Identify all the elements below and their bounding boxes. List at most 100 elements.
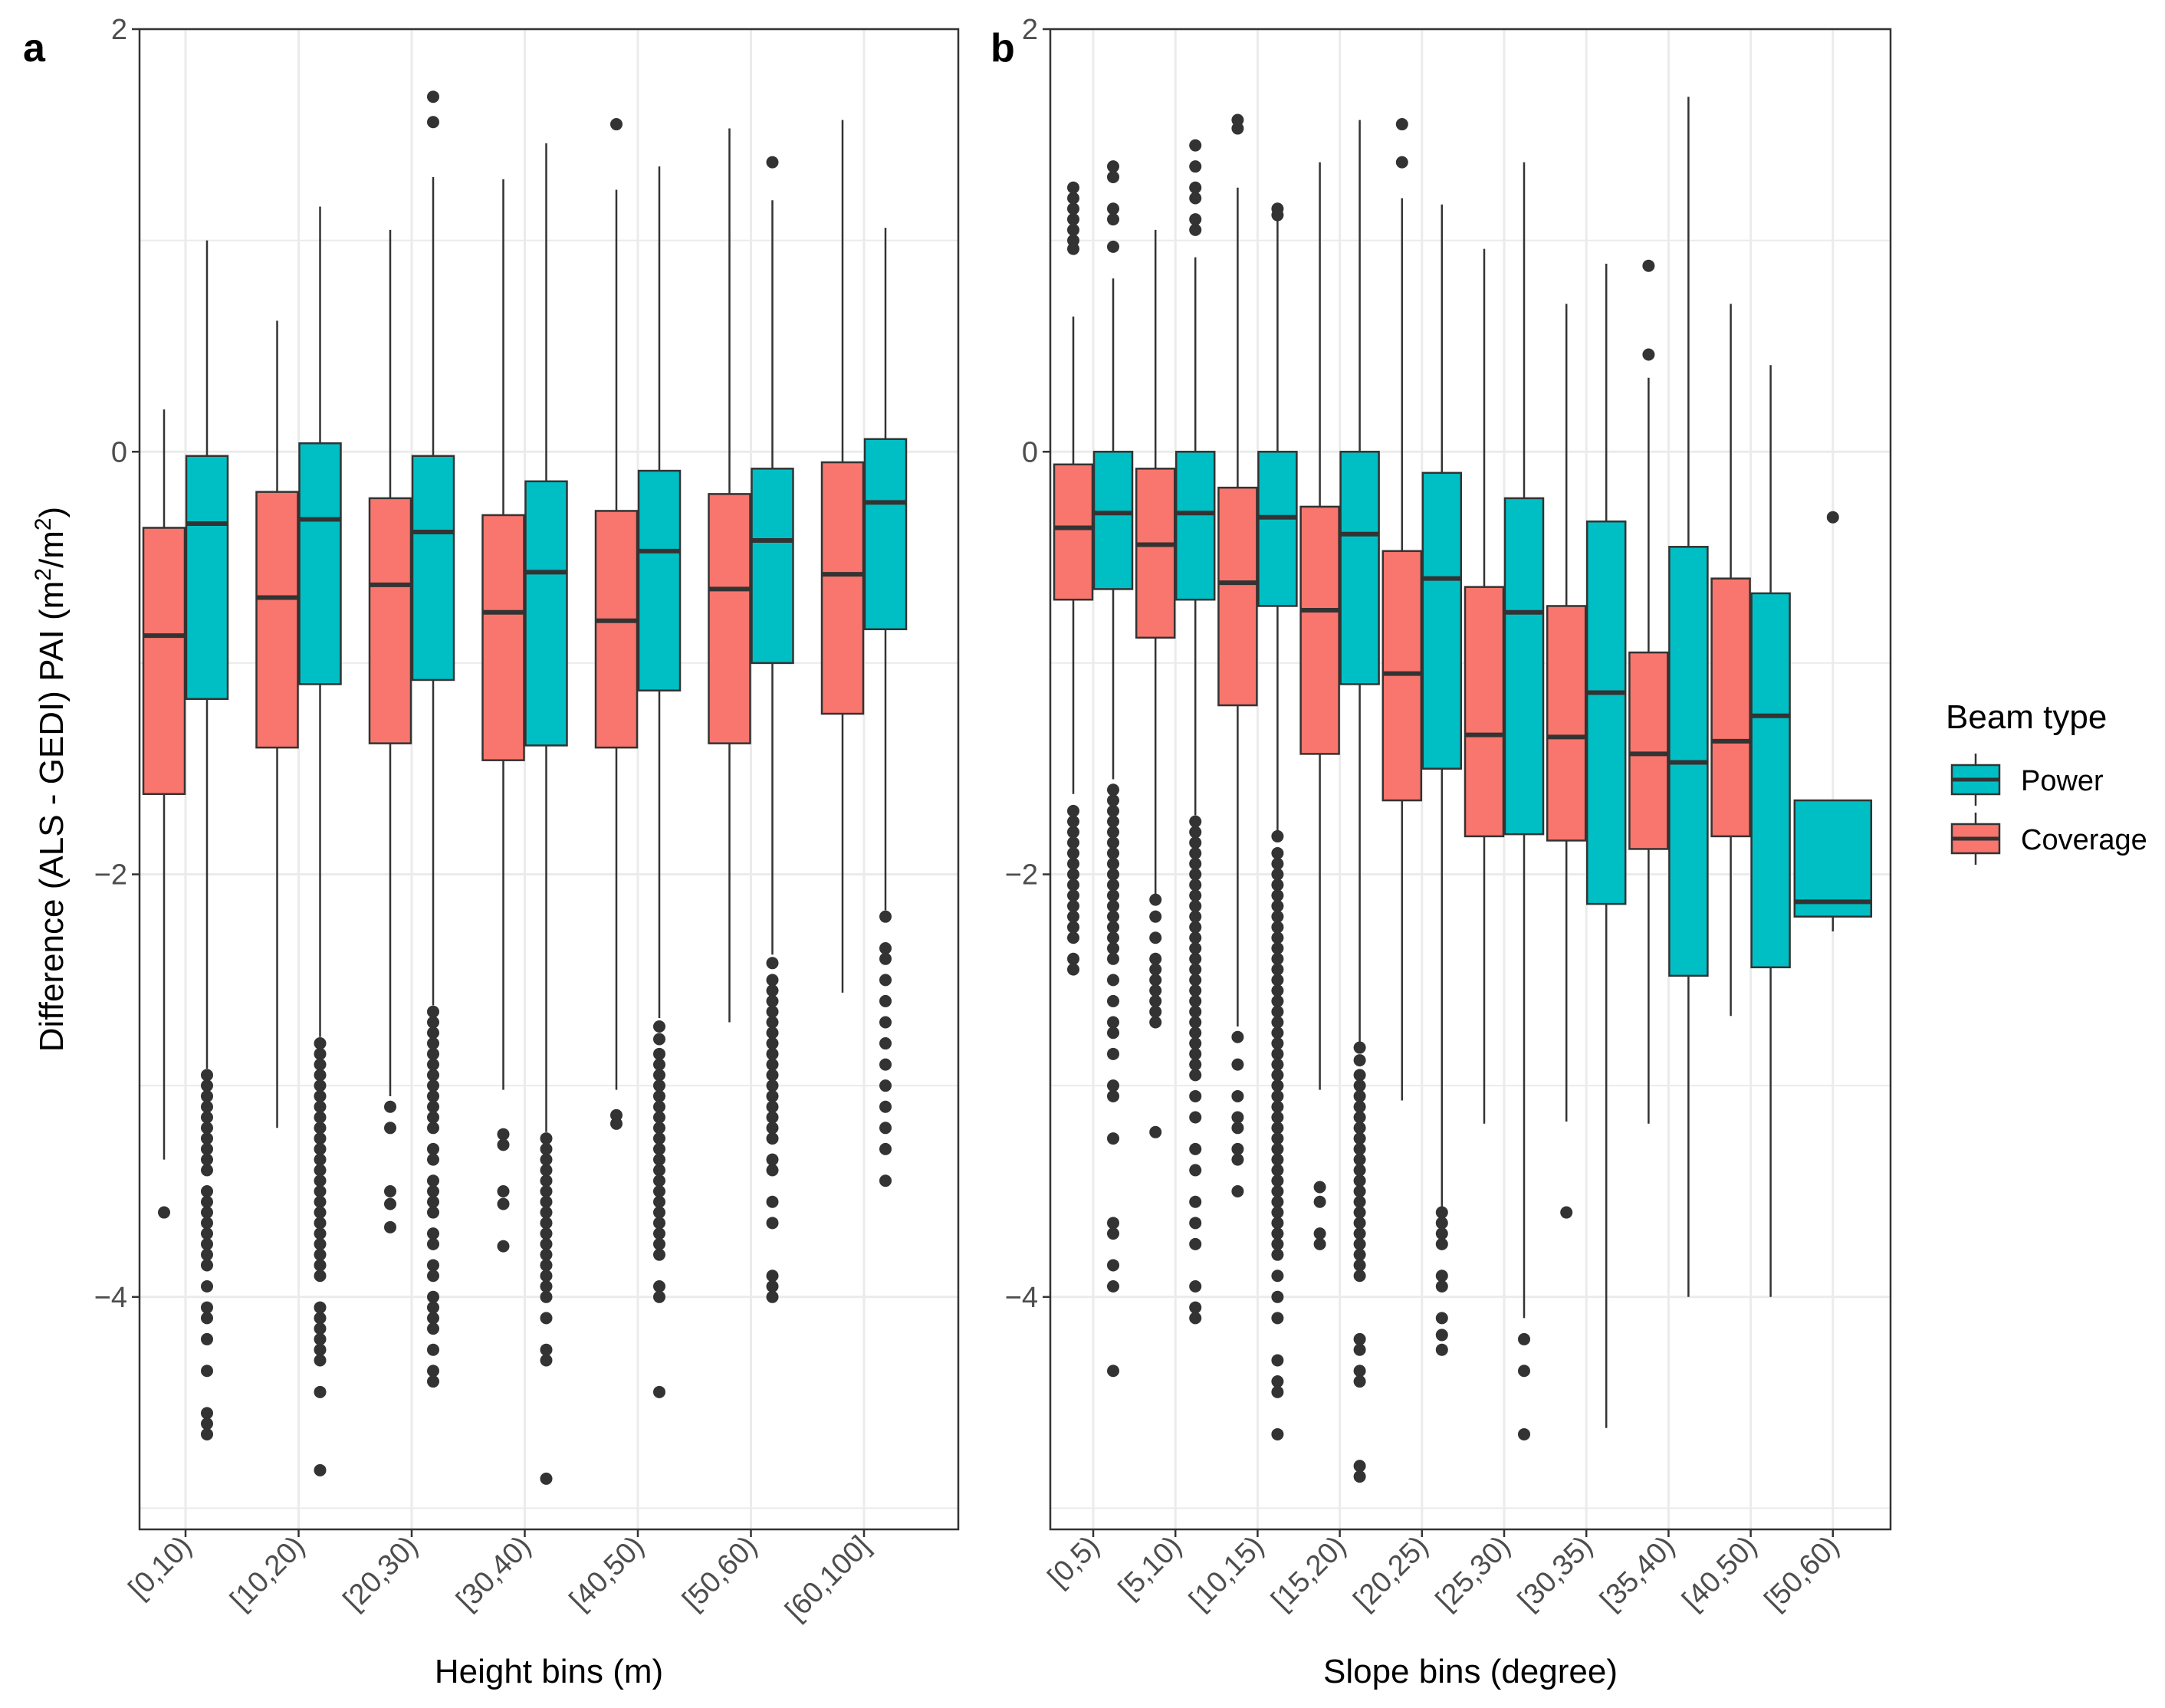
outlier-point <box>766 1089 779 1102</box>
outlier-point <box>497 1184 510 1197</box>
outlier-point <box>1107 1079 1119 1092</box>
outlier-point <box>1067 952 1079 965</box>
outlier-point <box>427 116 439 129</box>
outlier-point <box>1353 1164 1366 1177</box>
outlier-point <box>1271 1237 1284 1250</box>
outlier-point <box>879 974 892 987</box>
outlier-point <box>1107 836 1119 849</box>
outlier-point <box>1189 1164 1202 1177</box>
outlier-point <box>1271 1026 1284 1040</box>
outlier-point <box>653 1248 665 1261</box>
outlier-point <box>653 1217 665 1230</box>
outlier-point <box>427 1365 439 1378</box>
outlier-point <box>653 1142 665 1155</box>
outlier-point <box>1271 1069 1284 1082</box>
outlier-point <box>314 1237 327 1250</box>
outlier-point <box>1107 240 1119 253</box>
box-power <box>298 442 342 685</box>
outlier-point <box>1149 1016 1162 1029</box>
box-power <box>1092 451 1134 590</box>
outlier-point <box>201 1079 213 1092</box>
x-tick-label: [15,20) <box>1266 1530 1352 1617</box>
outlier-point <box>1271 857 1284 870</box>
outlier-point <box>1271 1385 1284 1398</box>
outlier-point <box>879 1100 892 1113</box>
box-power <box>1750 592 1791 969</box>
outlier-point <box>1149 974 1162 987</box>
outlier-point <box>201 1089 213 1102</box>
outlier-point <box>1107 857 1119 870</box>
outlier-point <box>427 1237 439 1250</box>
outlier-point <box>314 1322 327 1335</box>
outlier-point <box>314 1354 327 1367</box>
outlier-point <box>1107 1365 1119 1378</box>
outlier-point <box>1435 1280 1448 1293</box>
panel-border <box>138 28 960 1531</box>
outlier-point <box>540 1343 553 1356</box>
outlier-point <box>1271 846 1284 859</box>
outlier-point <box>540 1290 553 1303</box>
outlier-point <box>1149 994 1162 1007</box>
outlier-point <box>1353 1195 1366 1208</box>
outlier-point <box>314 1079 327 1092</box>
outlier-point <box>1189 213 1202 226</box>
outlier-point <box>1518 1427 1530 1440</box>
outlier-point <box>1189 1058 1202 1071</box>
outlier-point <box>653 1174 665 1187</box>
outlier-point <box>1189 910 1202 923</box>
outlier-point <box>1067 804 1079 817</box>
outlier-point <box>540 1259 553 1272</box>
outlier-point <box>1560 1206 1573 1219</box>
outlier-point <box>766 1132 779 1145</box>
outlier-point <box>766 1037 779 1050</box>
outlier-point <box>1067 921 1079 934</box>
outlier-point <box>766 994 779 1007</box>
outlier-point <box>766 1047 779 1060</box>
outlier-point <box>427 1047 439 1060</box>
outlier-point <box>201 1100 213 1113</box>
outlier-point <box>314 1343 327 1356</box>
box-coverage <box>1628 651 1669 850</box>
outlier-point <box>1271 1164 1284 1177</box>
outlier-point <box>1271 1184 1284 1197</box>
outlier-point <box>653 1100 665 1113</box>
outlier-point <box>427 1079 439 1092</box>
outlier-point <box>1067 202 1079 215</box>
outlier-point <box>766 1290 779 1303</box>
outlier-point <box>540 1206 553 1219</box>
outlier-point <box>1189 889 1202 902</box>
outlier-point <box>1107 804 1119 817</box>
outlier-point <box>540 1280 553 1293</box>
outlier-point <box>1353 1153 1366 1166</box>
outlier-point <box>1107 846 1119 859</box>
outlier-point <box>1189 1026 1202 1040</box>
outlier-point <box>1271 984 1284 997</box>
legend-label-coverage: Coverage <box>2021 824 2147 856</box>
outlier-point <box>766 1217 779 1230</box>
box-power <box>411 455 455 682</box>
box-coverage <box>1546 605 1587 842</box>
outlier-point <box>1107 1089 1119 1102</box>
outlier-point <box>1107 1227 1119 1240</box>
outlier-point <box>1353 1259 1366 1272</box>
outlier-point <box>497 1128 510 1141</box>
outlier-point <box>1435 1227 1448 1240</box>
outlier-point <box>1149 893 1162 906</box>
x-tick-label: [20,25) <box>1348 1530 1434 1617</box>
outlier-point <box>201 1365 213 1378</box>
outlier-point <box>201 1195 213 1208</box>
outlier-point <box>427 1058 439 1071</box>
outlier-point <box>1189 1016 1202 1029</box>
box-power <box>637 469 682 691</box>
x-tick-label: [50,60) <box>1759 1530 1845 1617</box>
outlier-point <box>540 1248 553 1261</box>
outlier-point <box>1067 910 1079 923</box>
box-coverage <box>820 461 865 715</box>
outlier-point <box>1271 963 1284 976</box>
outlier-point <box>1271 1227 1284 1240</box>
outlier-point <box>201 1332 213 1345</box>
outlier-point <box>1067 181 1079 194</box>
outlier-point <box>653 1290 665 1303</box>
outlier-point <box>1435 1270 1448 1283</box>
